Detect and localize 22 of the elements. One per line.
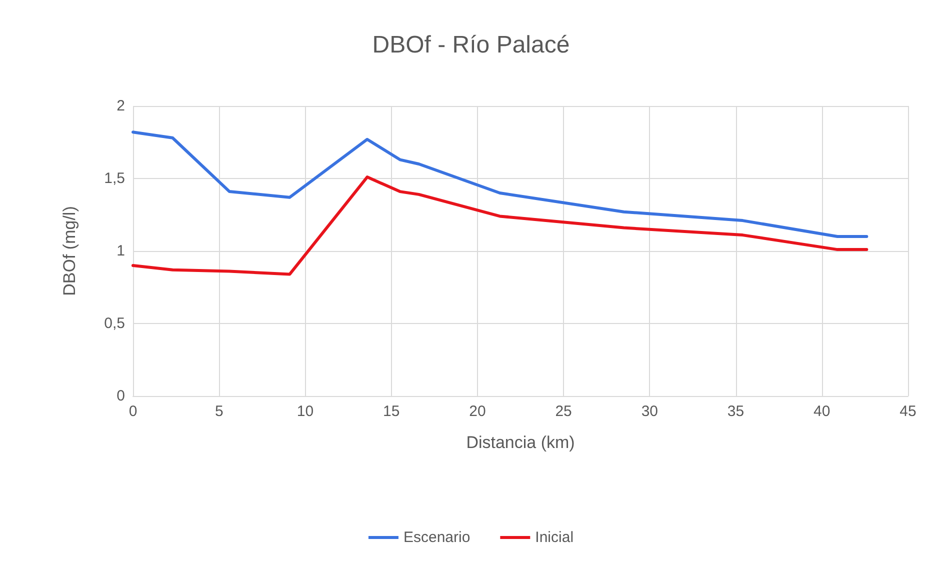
legend-label: Escenario — [403, 529, 470, 546]
legend-label: Inicial — [535, 529, 574, 546]
x-tick-label: 10 — [296, 403, 314, 420]
y-tick-label: 1 — [116, 242, 125, 260]
x-tick-label: 45 — [900, 403, 916, 420]
line-series — [132, 176, 868, 276]
x-axis-title: Distancia (km) — [466, 433, 575, 452]
x-tick-label: 25 — [555, 403, 572, 420]
x-tick-label: 0 — [128, 403, 138, 420]
chart-title: DBOf - Río Palacé — [372, 32, 570, 58]
x-tick-label: 15 — [382, 403, 400, 420]
y-tick-label: 1,5 — [104, 170, 125, 187]
x-tick-label: 5 — [214, 403, 224, 420]
y-tick-label: 2 — [116, 98, 125, 114]
x-tick-label: 35 — [727, 403, 744, 420]
x-tick-label: 30 — [641, 403, 658, 420]
x-tick-label: 40 — [814, 403, 830, 420]
y-tick-label: 0 — [116, 388, 125, 404]
x-tick-label: 20 — [469, 403, 486, 420]
line-series — [132, 130, 868, 238]
y-axis-title: DBOf (mg/l) — [60, 206, 79, 296]
y-tick-label: 0,5 — [104, 315, 125, 332]
